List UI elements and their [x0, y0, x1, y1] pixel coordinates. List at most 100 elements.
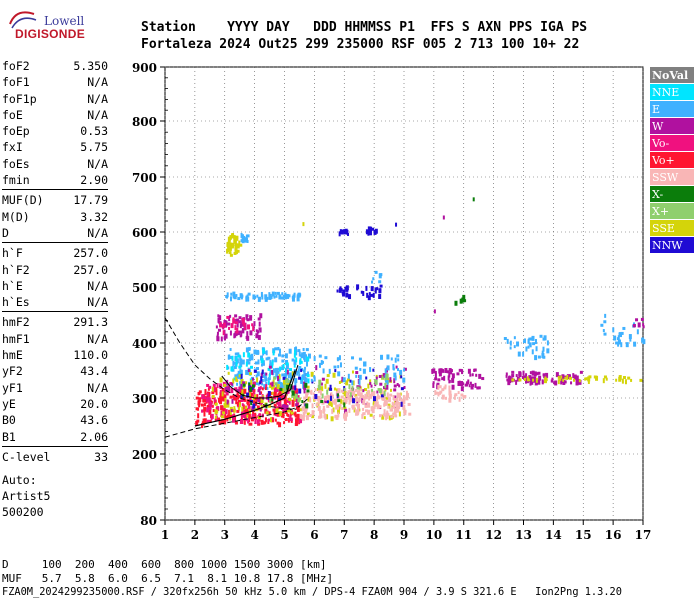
echo-point-ssw [374, 401, 378, 407]
y-tick-label: 800 [132, 115, 157, 129]
echo-point-w [239, 334, 242, 338]
echo-point-vo+ [245, 409, 249, 413]
echo-point-e [338, 355, 341, 361]
echo-point-ssw [367, 390, 370, 394]
x-tick-label: 10 [426, 528, 443, 542]
echo-point-nne [289, 368, 293, 372]
echo-point-w [554, 380, 558, 386]
echo-point-vo+ [254, 414, 257, 420]
echo-point-nne [299, 359, 302, 365]
echo-point-w [432, 381, 435, 385]
echo-point-e [282, 294, 285, 300]
echo-point-w [458, 368, 462, 372]
echo-point-sse [238, 407, 241, 411]
echo-point-ssw [438, 385, 442, 389]
echo-point-e [269, 363, 272, 367]
echo-point-sse [232, 233, 235, 239]
echo-point-w [637, 322, 641, 328]
echo-point-vo- [206, 383, 210, 387]
echo-point-w [432, 368, 436, 374]
echo-point-e [386, 365, 390, 371]
echo-point-ssw [337, 412, 340, 418]
echo-point-vo+ [212, 409, 215, 413]
echo-point-e [273, 369, 276, 373]
echo-point-e [628, 334, 632, 340]
echo-point-e [257, 359, 260, 365]
echo-point-e [233, 366, 237, 370]
echo-point-ssw [331, 408, 334, 414]
logo-swirl-icon [9, 11, 37, 29]
echo-point-ssw [437, 393, 440, 397]
echo-point-w [321, 377, 325, 381]
echo-point-w [231, 398, 234, 404]
echo-point-ssw [304, 409, 308, 413]
echo-point-w [239, 323, 242, 329]
echo-point-vo+ [202, 418, 206, 424]
echo-point-sse [618, 376, 622, 382]
legend-swatch-vo- [650, 135, 694, 151]
echo-point-vo+ [211, 404, 214, 408]
param-label: foF1 [2, 75, 30, 90]
echo-point-e [619, 332, 623, 338]
echo-point-w [534, 380, 538, 386]
echo-point-sse [568, 376, 572, 380]
echo-point-e [266, 296, 269, 300]
x-tick-label: 9 [400, 528, 408, 542]
echo-point-sse [291, 371, 294, 377]
echo-point-nne [279, 366, 282, 372]
echo-point-vo- [235, 321, 239, 325]
echo-point-w [451, 384, 455, 390]
echo-point-e [263, 384, 267, 390]
echo-point-vo- [234, 325, 237, 331]
echo-point-ssw [317, 396, 321, 402]
echo-point-ssw [337, 388, 341, 394]
echo-point-ssw [360, 395, 364, 399]
echo-point-e [291, 358, 295, 362]
echo-point-w [229, 330, 232, 336]
echo-point-ssw [391, 401, 394, 405]
echo-point-x+ [291, 394, 295, 398]
echo-point-e [322, 368, 325, 374]
echo-point-w [469, 373, 472, 377]
echo-point-ssw [408, 412, 412, 416]
echo-point-e [281, 292, 284, 296]
echo-point-sse [381, 414, 385, 420]
echo-point-e [354, 366, 358, 370]
echo-point-e [249, 354, 252, 358]
echo-point-e [300, 354, 303, 358]
echo-point-vo+ [269, 391, 273, 395]
echo-point-e [281, 354, 285, 358]
echo-point-vo- [286, 399, 289, 403]
echo-point-nnw [395, 222, 398, 227]
echo-point-ssw [312, 396, 315, 400]
echo-point-vo- [232, 317, 235, 323]
echo-point-x- [301, 400, 304, 404]
echo-point-sse [557, 375, 560, 379]
param-row: h`E N/A [2, 278, 108, 294]
echo-point-nne [235, 361, 238, 367]
echo-point-vo+ [291, 399, 294, 405]
echo-point-e [281, 382, 284, 388]
x-tick-label: 12 [485, 528, 502, 542]
echo-point-sse [268, 404, 272, 408]
echo-point-w [538, 375, 542, 381]
echo-point-nne [295, 357, 298, 363]
echo-point-sse [324, 383, 327, 389]
echo-point-nnw [370, 293, 374, 297]
param-row: C-level 33 [2, 449, 108, 465]
echo-point-sse [375, 374, 378, 378]
echo-point-w [376, 390, 379, 394]
echo-point-ssw [325, 396, 328, 400]
echo-point-sse [587, 378, 590, 384]
param-value: N/A [87, 295, 108, 310]
echo-point-vo+ [217, 397, 220, 403]
echo-point-nnw [282, 376, 286, 380]
echo-point-ssw [386, 414, 389, 420]
echo-point-ssw [388, 397, 392, 403]
echo-point-nnw [372, 368, 375, 372]
echo-point-x+ [351, 386, 354, 392]
echo-point-w [303, 381, 306, 385]
echo-point-w [474, 382, 477, 388]
echo-point-w [531, 376, 534, 380]
echo-point-vo- [239, 418, 243, 424]
